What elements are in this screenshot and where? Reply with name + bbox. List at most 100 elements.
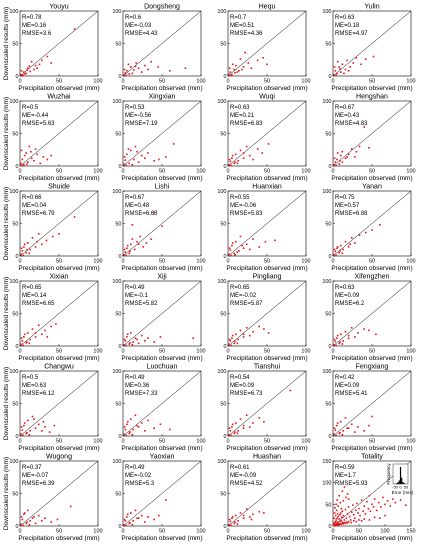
data-point	[340, 71, 342, 73]
x-tick-label: 50	[264, 169, 270, 175]
data-point	[22, 164, 24, 167]
y-tick-label: 100	[322, 99, 331, 105]
data-point	[355, 520, 358, 523]
data-point	[339, 431, 341, 434]
x-tick-label: 50	[264, 529, 270, 535]
data-point	[341, 510, 344, 513]
stat-rmse: RMSE=6.2	[335, 301, 365, 307]
data-point	[236, 432, 239, 435]
data-point	[169, 70, 171, 72]
data-point	[21, 340, 24, 342]
stat-rmse: RMSE=6.79	[22, 211, 55, 217]
data-point	[122, 253, 125, 256]
x-tick-label: 50	[264, 79, 270, 85]
data-point	[336, 513, 339, 515]
y-tick-label: 50	[220, 42, 226, 48]
data-point	[123, 338, 126, 341]
data-point	[33, 68, 35, 71]
data-point	[264, 240, 267, 243]
y-axis-label: Downscaled results (mm)	[3, 457, 10, 530]
data-point	[231, 516, 234, 518]
data-point	[239, 512, 242, 514]
data-point	[37, 233, 40, 235]
y-tick-label: 0	[118, 254, 121, 260]
data-point	[340, 154, 342, 157]
y-tick-label: 0	[328, 164, 331, 170]
y-tick-label: 0	[328, 344, 331, 350]
data-point	[31, 237, 34, 239]
y-tick-label: 100	[217, 9, 226, 15]
data-point	[363, 126, 365, 128]
data-point	[28, 342, 31, 345]
data-point	[262, 57, 264, 59]
data-point	[23, 71, 25, 73]
panel-title: Yanan	[362, 184, 382, 191]
data-point	[33, 418, 35, 420]
x-axis-label: Precipitation observed (mm)	[226, 85, 307, 92]
x-tick-label: 0	[121, 529, 124, 535]
stat-me: ME=0.09	[335, 293, 360, 299]
data-point	[339, 160, 341, 162]
data-point	[123, 248, 126, 251]
y-tick-label: 50	[220, 402, 226, 408]
x-tick-label: 50	[264, 259, 270, 265]
panel-xiji: Xiji 00 50 50 100 100 R=0.49 ME=-0.1 RMSE=5.82 Pr…	[112, 274, 205, 363]
data-point	[353, 520, 355, 522]
y-tick-label: 100	[112, 9, 121, 15]
data-point	[337, 515, 339, 518]
data-point	[347, 337, 350, 339]
panel-title: Yulin	[364, 4, 379, 11]
data-point	[129, 341, 131, 344]
axes-frame	[332, 460, 412, 527]
data-point	[129, 250, 131, 253]
y-tick-label: 50	[220, 132, 226, 138]
data-point	[368, 329, 370, 332]
data-point	[126, 244, 129, 247]
x-tick-label: 50	[369, 439, 375, 445]
data-point	[336, 152, 339, 154]
data-point	[333, 248, 336, 251]
stat-rmse: RMSE=4.83	[335, 121, 368, 127]
data-point	[336, 499, 338, 501]
data-point	[227, 163, 230, 166]
y-tick-label: 0	[328, 434, 331, 440]
stat-rmse: RMSE=6.83	[230, 121, 263, 127]
data-point	[375, 509, 378, 512]
data-point	[368, 147, 370, 149]
y-tick-label: 100	[9, 369, 18, 375]
data-point	[235, 514, 237, 517]
y-tick-label: 100	[217, 99, 226, 105]
x-tick-label: 100	[196, 349, 205, 355]
data-point	[144, 340, 146, 342]
data-point	[227, 523, 230, 526]
data-point	[126, 333, 129, 336]
y-tick-label: 100	[112, 189, 121, 195]
data-point	[249, 334, 251, 337]
x-tick-label: 100	[93, 439, 102, 445]
data-point	[336, 517, 338, 519]
data-point	[125, 434, 127, 437]
data-point	[23, 513, 25, 516]
data-point	[147, 152, 149, 154]
panel-title: Wugong	[46, 454, 72, 461]
panel-title: Shuide	[48, 184, 70, 191]
data-point	[124, 340, 127, 342]
data-point	[245, 508, 248, 510]
data-point	[359, 514, 361, 517]
data-point	[237, 338, 239, 341]
stat-rmse: RMSE=4.97	[335, 31, 368, 37]
data-point	[231, 337, 233, 339]
data-point	[128, 73, 131, 75]
y-tick-label: 50	[220, 492, 226, 498]
data-point	[56, 518, 59, 521]
y-tick-label: 50	[115, 312, 121, 318]
data-point	[350, 521, 352, 524]
stat-rmse: RMSE=7.19	[125, 121, 158, 127]
x-tick-label: 100	[301, 79, 310, 85]
y-axis-label: Downscaled results (mm)	[3, 187, 10, 260]
data-point	[147, 68, 149, 71]
data-point	[25, 251, 28, 254]
data-point	[344, 330, 347, 333]
y-tick-label: 100	[322, 279, 331, 285]
data-point	[45, 239, 48, 242]
